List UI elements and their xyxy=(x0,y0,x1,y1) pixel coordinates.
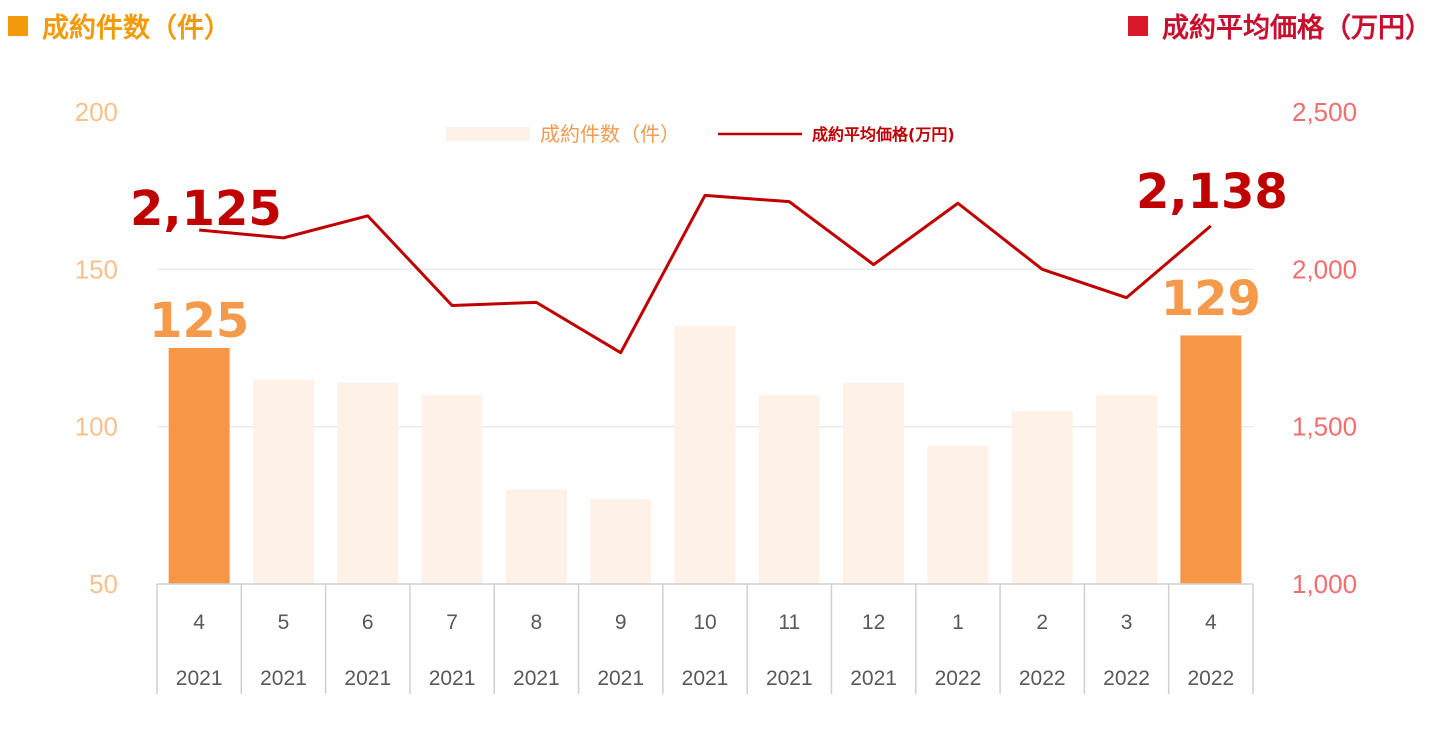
line-last-callout: 2,138 xyxy=(1136,164,1288,220)
x-year-label: 2021 xyxy=(260,667,307,690)
left-axis-tick-label: 150 xyxy=(75,254,118,284)
x-month-label: 10 xyxy=(693,611,716,634)
bar xyxy=(758,395,820,584)
bar xyxy=(927,445,989,584)
x-year-label: 2021 xyxy=(766,667,813,690)
x-year-label: 2022 xyxy=(935,667,982,690)
price-line xyxy=(199,193,1212,355)
bar xyxy=(421,395,483,584)
right-axis-tick-label: 1,500 xyxy=(1292,412,1357,442)
right-header-square-icon xyxy=(1128,15,1148,36)
right-axis-tick-label: 2,000 xyxy=(1292,254,1357,284)
legend-bar-swatch xyxy=(446,127,530,141)
x-month-label: 12 xyxy=(862,611,885,634)
bar xyxy=(1011,410,1073,584)
x-month-label: 3 xyxy=(1121,611,1133,634)
x-year-label: 2022 xyxy=(1187,667,1234,690)
left-axis-tick-label: 100 xyxy=(75,412,118,442)
bar xyxy=(337,382,399,584)
left-header-square-icon xyxy=(8,15,28,36)
x-month-label: 2 xyxy=(1036,611,1048,634)
x-month-label: 11 xyxy=(778,611,800,634)
x-year-label: 2021 xyxy=(344,667,391,690)
legend-bar-label: 成約件数（件） xyxy=(540,122,680,146)
legend-line-label: 成約平均価格(万円) xyxy=(812,125,955,144)
x-year-label: 2022 xyxy=(1019,667,1066,690)
x-year-label: 2022 xyxy=(1103,667,1150,690)
bar xyxy=(252,379,314,584)
bar xyxy=(1180,335,1242,584)
right-axis-tick-label: 1,000 xyxy=(1292,569,1357,599)
left-header-title: 成約件数（件） xyxy=(42,13,231,44)
bar xyxy=(168,348,230,584)
bar xyxy=(1096,395,1158,584)
x-year-label: 2021 xyxy=(513,667,560,690)
right-axis-header: 成約平均価格（万円） xyxy=(1128,6,1432,45)
left-axis-tick-label: 50 xyxy=(89,569,118,599)
x-year-label: 2021 xyxy=(597,667,644,690)
left-axis-header: 成約件数（件） xyxy=(8,6,231,45)
x-month-label: 4 xyxy=(1205,611,1217,634)
x-year-label: 2021 xyxy=(176,667,223,690)
x-year-label: 2021 xyxy=(429,667,476,690)
x-month-label: 9 xyxy=(615,611,627,634)
bar xyxy=(674,325,736,584)
right-axis-tick-label: 2,500 xyxy=(1292,97,1357,127)
bar xyxy=(505,489,567,584)
bar-first-callout: 125 xyxy=(149,293,249,349)
x-month-label: 8 xyxy=(531,611,543,634)
x-month-label: 4 xyxy=(193,611,205,634)
x-month-label: 5 xyxy=(278,611,290,634)
x-month-label: 7 xyxy=(446,611,458,634)
x-year-label: 2021 xyxy=(850,667,897,690)
line-first-callout: 2,125 xyxy=(130,181,282,237)
bar xyxy=(843,382,905,584)
left-axis-tick-label: 200 xyxy=(75,97,118,127)
bar-last-callout: 129 xyxy=(1161,271,1261,327)
x-month-label: 6 xyxy=(362,611,374,634)
x-year-label: 2021 xyxy=(682,667,729,690)
right-header-title: 成約平均価格（万円） xyxy=(1162,13,1432,44)
x-month-label: 1 xyxy=(952,611,964,634)
bar xyxy=(590,499,652,584)
